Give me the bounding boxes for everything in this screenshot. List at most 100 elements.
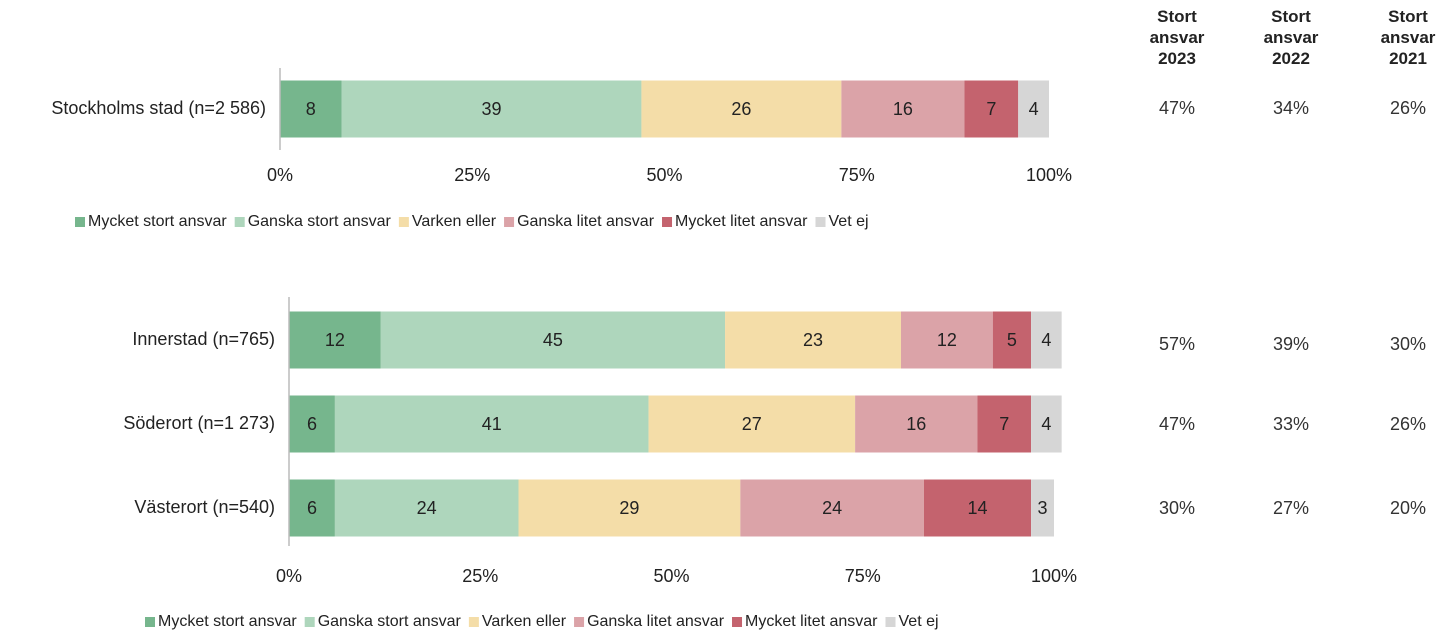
data-label: 6 (307, 414, 317, 434)
data-label: 5 (1007, 330, 1017, 350)
data-label: 29 (619, 498, 639, 518)
data-label: 8 (306, 99, 316, 119)
bar-segment (1031, 395, 1062, 453)
x-tick-label: 0% (267, 165, 293, 185)
data-label: 16 (893, 99, 913, 119)
bar-segment (855, 395, 978, 453)
legend-label: Vet ej (829, 213, 869, 230)
bar-segment (648, 395, 856, 453)
bar-segment (289, 479, 335, 537)
bar-segment (334, 395, 649, 453)
legend-swatch (815, 217, 826, 227)
legend-label: Vet ej (899, 613, 939, 630)
x-tick-label: 50% (646, 165, 682, 185)
legend-swatch (504, 217, 515, 227)
table-cell: 30% (1158, 498, 1196, 518)
legend-swatch (885, 617, 896, 627)
data-label: 27 (742, 414, 762, 434)
data-label: 7 (999, 414, 1009, 434)
data-label: 45 (543, 330, 563, 350)
data-label: 24 (822, 498, 842, 518)
table-cell: 34% (1272, 98, 1310, 118)
data-label: 12 (325, 330, 345, 350)
bar-segment (289, 311, 381, 369)
category-label: Innerstad (n=765) (132, 329, 275, 349)
legend-label: Mycket stort ansvar (158, 613, 297, 630)
table-cell: 57% (1158, 334, 1196, 354)
legend-swatch (574, 617, 585, 627)
data-label: 14 (967, 498, 987, 518)
table-cell: 33% (1272, 414, 1310, 434)
legend-swatch (732, 617, 743, 627)
data-label: 4 (1029, 99, 1039, 119)
x-tick-label: 0% (276, 566, 302, 586)
table-cell: 27% (1272, 498, 1310, 518)
legend-swatch (75, 217, 85, 227)
data-label: 23 (803, 330, 823, 350)
bar-segment (901, 311, 993, 369)
table-header: Stort ansvar 2021 (1380, 7, 1436, 68)
data-label: 26 (731, 99, 751, 119)
table-cell: 47% (1158, 98, 1196, 118)
x-tick-label: 50% (653, 566, 689, 586)
table-header: Stort ansvar 2022 (1263, 7, 1319, 68)
data-label: 7 (986, 99, 996, 119)
bar-segment (923, 479, 1032, 537)
category-label: Västerort (n=540) (134, 497, 275, 517)
data-label: 3 (1038, 498, 1048, 518)
category-label: Söderort (n=1 273) (123, 413, 275, 433)
table-cell: 30% (1389, 334, 1427, 354)
data-label: 24 (417, 498, 437, 518)
bar-segment (740, 479, 924, 537)
legend-swatch (145, 617, 155, 627)
bar-segment (341, 80, 642, 138)
bar-segment (725, 311, 901, 369)
bar-segment (380, 311, 726, 369)
legend-swatch (662, 217, 673, 227)
data-label: 39 (481, 99, 501, 119)
bar-segment (280, 80, 342, 138)
data-label: 4 (1041, 414, 1051, 434)
bar-segment (1031, 311, 1062, 369)
legend-label: Ganska litet ansvar (587, 613, 725, 630)
bar-segment (977, 395, 1032, 453)
x-tick-label: 75% (839, 165, 875, 185)
bar-segment (289, 395, 335, 453)
x-tick-label: 100% (1031, 566, 1077, 586)
legend-label: Mycket litet ansvar (675, 213, 808, 230)
bar-segment (518, 479, 741, 537)
legend-label: Ganska stort ansvar (248, 213, 392, 230)
x-tick-label: 100% (1026, 165, 1072, 185)
legend-swatch (234, 217, 245, 227)
bar-segment (334, 479, 519, 537)
category-label: Stockholms stad (n=2 586) (51, 98, 266, 118)
x-tick-label: 25% (454, 165, 490, 185)
bar-segment (992, 311, 1032, 369)
data-label: 16 (906, 414, 926, 434)
data-label: 4 (1041, 330, 1051, 350)
legend-label: Mycket stort ansvar (88, 213, 227, 230)
table-cell: 20% (1389, 498, 1427, 518)
legend-label: Ganska stort ansvar (318, 613, 462, 630)
legend-label: Mycket litet ansvar (745, 613, 878, 630)
legend-label: Varken eller (482, 613, 567, 630)
table-cell: 26% (1389, 414, 1427, 434)
legend-swatch (304, 617, 315, 627)
legend-label: Varken eller (412, 213, 497, 230)
table-cell: 39% (1272, 334, 1310, 354)
bar-segment (641, 80, 842, 138)
bar-segment (1031, 479, 1054, 537)
x-tick-label: 25% (462, 566, 498, 586)
legend-swatch (398, 217, 409, 227)
bar-segment (1018, 80, 1049, 138)
legend-swatch (468, 617, 479, 627)
legend-label: Ganska litet ansvar (517, 213, 655, 230)
table-cell: 26% (1389, 98, 1427, 118)
bar-segment (964, 80, 1019, 138)
data-label: 12 (937, 330, 957, 350)
bar-segment (841, 80, 965, 138)
data-label: 6 (307, 498, 317, 518)
x-tick-label: 75% (845, 566, 881, 586)
